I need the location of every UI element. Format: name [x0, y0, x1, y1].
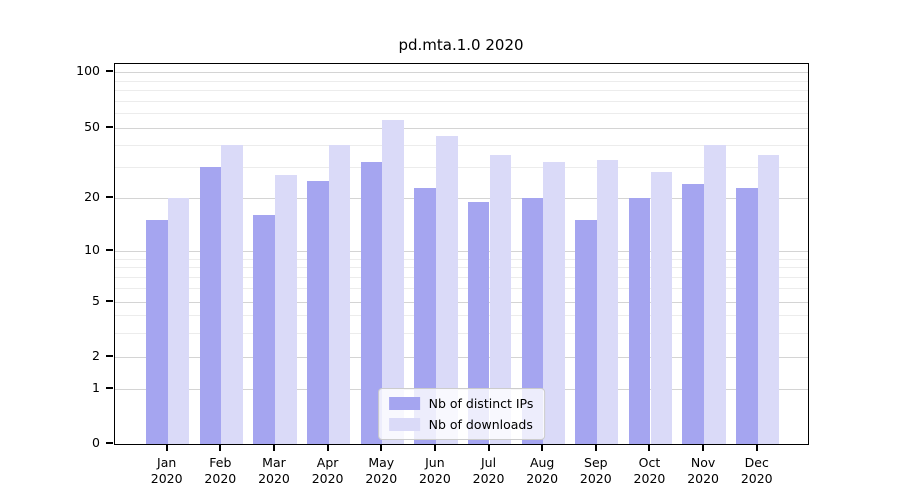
x-tick-mark: [487, 444, 490, 451]
gridline-30: [115, 167, 808, 169]
legend-label-downloads: Nb of downloads: [428, 417, 533, 432]
gridline-3: [115, 332, 808, 334]
gridline-5: [115, 301, 808, 303]
legend-swatch-distinct-ips: [388, 397, 420, 410]
y-tick-mark: [106, 125, 113, 128]
x-tick-label-jan: Jan 2020: [150, 455, 183, 487]
y-tick-label: 10: [84, 242, 100, 257]
legend-item-downloads: Nb of downloads: [388, 417, 534, 432]
x-tick-label-dec: Dec 2020: [740, 455, 773, 487]
gridline-40: [115, 144, 808, 146]
bar-downloads-aug: [543, 162, 565, 444]
x-tick-mark: [702, 444, 705, 451]
x-tick-mark: [165, 444, 168, 451]
bar-downloads-jun: [435, 135, 458, 444]
gridline-6: [115, 288, 808, 290]
bar-distinct-ips-aug: [521, 198, 544, 444]
y-tick-mark: [106, 355, 113, 357]
y-tick-label: 1: [92, 380, 100, 396]
x-tick-mark: [541, 444, 544, 451]
bar-downloads-jul: [489, 155, 512, 444]
gridline-10: [115, 251, 808, 252]
x-tick-label-mar: Mar 2020: [258, 455, 290, 487]
x-tick-label-aug: Aug 2020: [526, 455, 559, 487]
y-tick-mark: [106, 70, 113, 72]
bar-distinct-ips-sep: [575, 220, 597, 444]
bar-downloads-oct: [650, 172, 673, 444]
x-tick-label-jun: Jun 2020: [418, 455, 451, 487]
y-tick-mark: [106, 299, 113, 302]
gridline-7: [115, 277, 808, 279]
x-tick-label-oct: Oct 2020: [633, 455, 666, 487]
bar-downloads-may: [382, 120, 404, 444]
bar-downloads-apr: [328, 144, 351, 444]
gridline-2: [115, 357, 808, 358]
plot-area: Nb of distinct IPs Nb of downloads: [114, 63, 809, 445]
x-tick-mark: [594, 444, 597, 451]
bar-downloads-sep: [596, 159, 619, 444]
y-tick-label: 2: [92, 348, 100, 363]
y-tick-mark: [106, 442, 113, 444]
gridline-4: [115, 315, 808, 317]
x-tick-mark: [380, 444, 383, 451]
bar-distinct-ips-nov: [682, 184, 705, 444]
gridline-9: [115, 258, 808, 260]
legend: Nb of distinct IPs Nb of downloads: [377, 388, 546, 440]
chart-title: pd.mta.1.0 2020: [398, 36, 524, 54]
y-tick-label: 100: [76, 63, 100, 78]
x-tick-label-sep: Sep 2020: [579, 455, 612, 487]
y-tick-mark: [106, 249, 113, 251]
x-tick-mark: [755, 444, 758, 451]
gridline-50: [115, 127, 808, 129]
y-tick-label: 20: [84, 189, 100, 205]
x-tick-label-may: May 2020: [365, 455, 398, 487]
y-tick-label: 50: [84, 118, 100, 134]
bar-distinct-ips-oct: [628, 198, 651, 444]
bar-distinct-ips-jun: [414, 187, 436, 444]
x-tick-label-feb: Feb 2020: [204, 455, 237, 487]
bar-downloads-dec: [757, 155, 780, 444]
y-tick-mark: [106, 387, 113, 390]
x-tick-label-apr: Apr 2020: [311, 455, 344, 487]
bar-distinct-ips-feb: [199, 167, 222, 444]
legend-label-distinct-ips: Nb of distinct IPs: [428, 396, 534, 411]
legend-item-distinct-ips: Nb of distinct IPs: [388, 396, 534, 411]
bar-distinct-ips-apr: [306, 181, 329, 444]
y-tick-label: 0: [92, 435, 100, 450]
x-tick-label-nov: Nov 2020: [687, 455, 719, 487]
bar-downloads-nov: [704, 144, 726, 444]
bar-distinct-ips-may: [360, 162, 383, 444]
y-tick-mark: [106, 196, 113, 199]
gridline-80: [115, 89, 808, 91]
x-tick-mark: [272, 444, 275, 451]
gridline-60: [115, 113, 808, 114]
gridline-90: [115, 80, 808, 82]
gridline-8: [115, 267, 808, 269]
bar-downloads-jan: [167, 198, 190, 444]
x-tick-label-jul: Jul 2020: [472, 455, 505, 487]
legend-swatch-downloads: [388, 418, 420, 431]
y-tick-label: 5: [92, 292, 100, 308]
bar-distinct-ips-jan: [146, 220, 168, 444]
gridline-100: [115, 72, 808, 73]
bar-distinct-ips-mar: [253, 215, 275, 444]
x-tick-mark: [326, 444, 329, 451]
bar-downloads-feb: [221, 144, 243, 444]
x-tick-mark: [648, 444, 651, 451]
x-tick-mark: [219, 444, 222, 451]
bar-downloads-mar: [275, 175, 297, 444]
bar-distinct-ips-dec: [736, 187, 758, 444]
x-tick-mark: [433, 444, 436, 451]
gridline-20: [115, 198, 808, 200]
bar-distinct-ips-jul: [467, 202, 490, 444]
gridline-70: [115, 100, 808, 102]
